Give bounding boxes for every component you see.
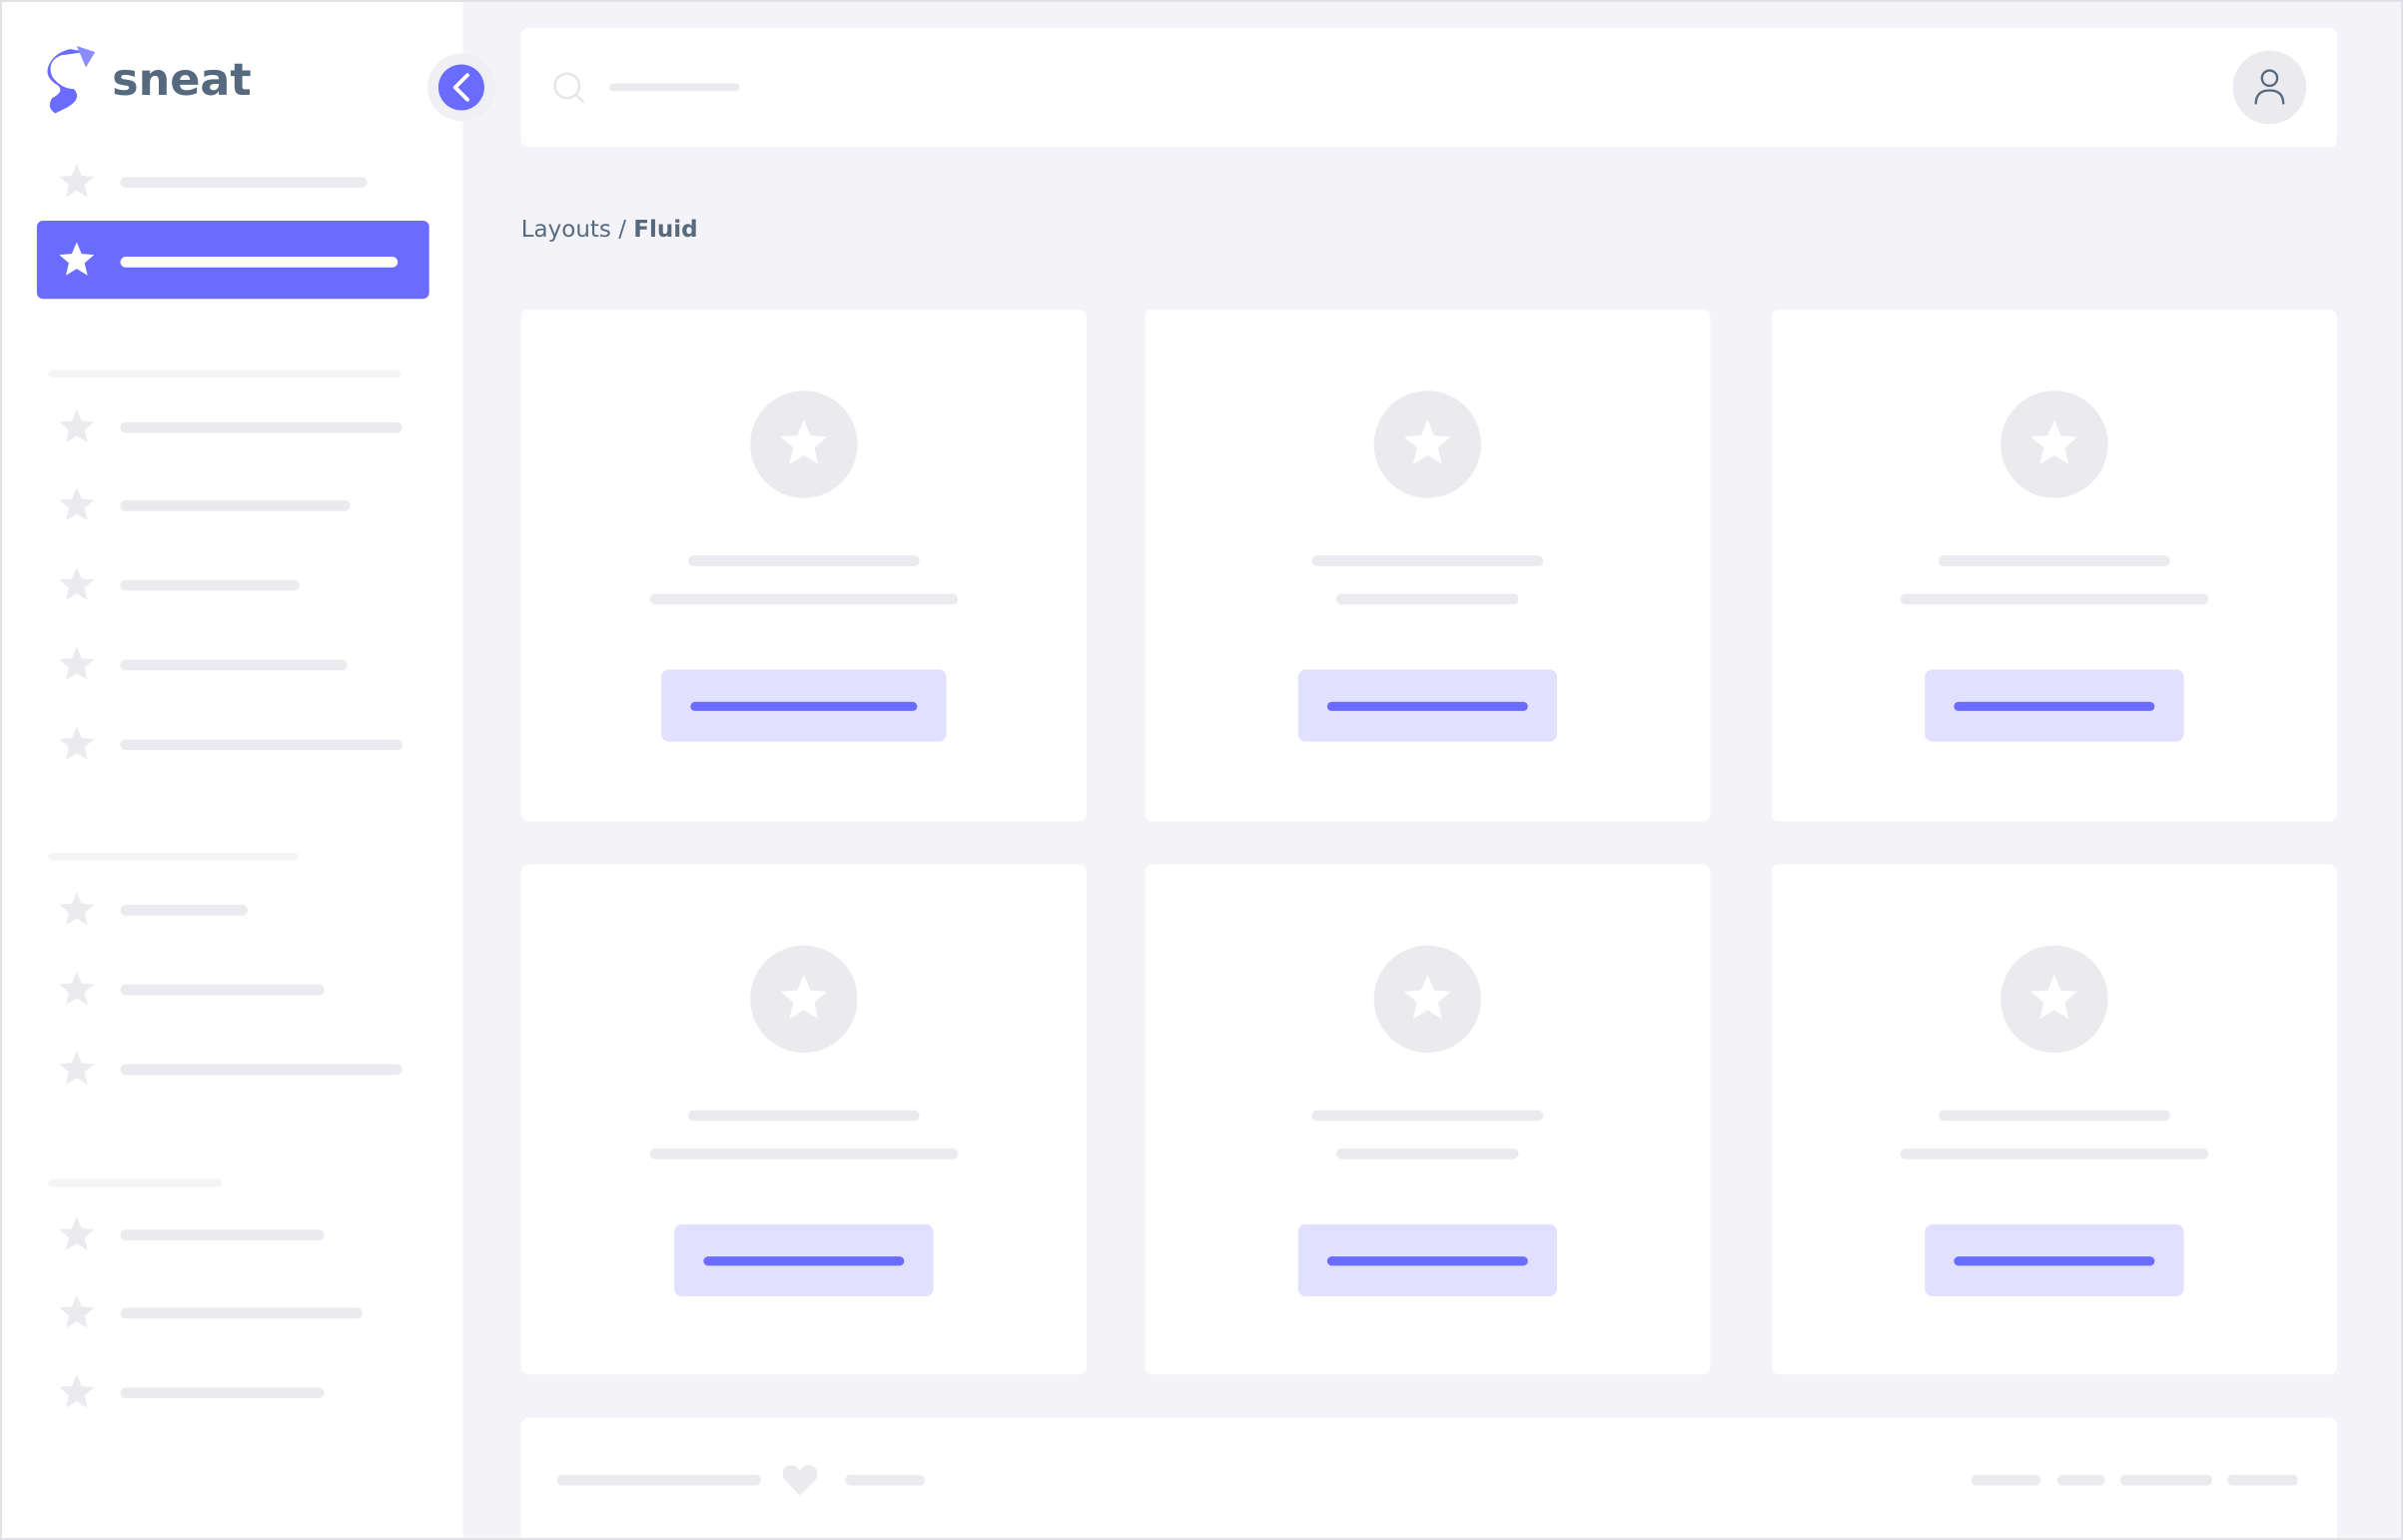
star-icon — [59, 1051, 95, 1085]
navbar — [520, 27, 2337, 148]
star-icon — [59, 646, 95, 680]
breadcrumb: Layouts / Fluid — [521, 217, 698, 243]
breadcrumb-parent[interactable]: Layouts — [521, 217, 611, 243]
star-icon — [59, 1374, 95, 1408]
collapse-chevron — [452, 73, 469, 102]
star-icon — [59, 242, 95, 276]
search-icon-handle — [575, 94, 585, 104]
star-icon — [2030, 419, 2078, 464]
heart-icon — [782, 1464, 818, 1496]
breadcrumb-current: Fluid — [633, 217, 697, 243]
star-icon — [2030, 974, 2078, 1020]
star-icon — [59, 486, 95, 521]
star-icon — [59, 726, 95, 760]
collapse-button[interactable] — [437, 64, 484, 111]
star-icon — [59, 971, 95, 1006]
footer — [520, 1417, 2337, 1540]
logo-mark — [47, 49, 87, 114]
star-icon — [1403, 974, 1451, 1020]
star-icon — [1403, 419, 1451, 464]
star-icon — [59, 408, 95, 442]
brand-name: sneat — [112, 55, 252, 106]
search-icon[interactable] — [553, 72, 581, 100]
avatar-body — [2254, 89, 2285, 105]
avatar[interactable] — [2232, 50, 2307, 125]
star-icon — [59, 1216, 95, 1250]
star-icon — [59, 1294, 95, 1328]
star-icon — [780, 974, 828, 1020]
star-icon — [59, 164, 95, 198]
logo-mark-arrow — [76, 46, 96, 68]
breadcrumb-separator: / — [618, 217, 626, 243]
avatar-head — [2260, 69, 2279, 88]
logo[interactable]: sneat — [47, 46, 252, 114]
star-icon — [59, 566, 95, 601]
star-icon — [780, 419, 828, 464]
star-icon — [59, 891, 95, 926]
